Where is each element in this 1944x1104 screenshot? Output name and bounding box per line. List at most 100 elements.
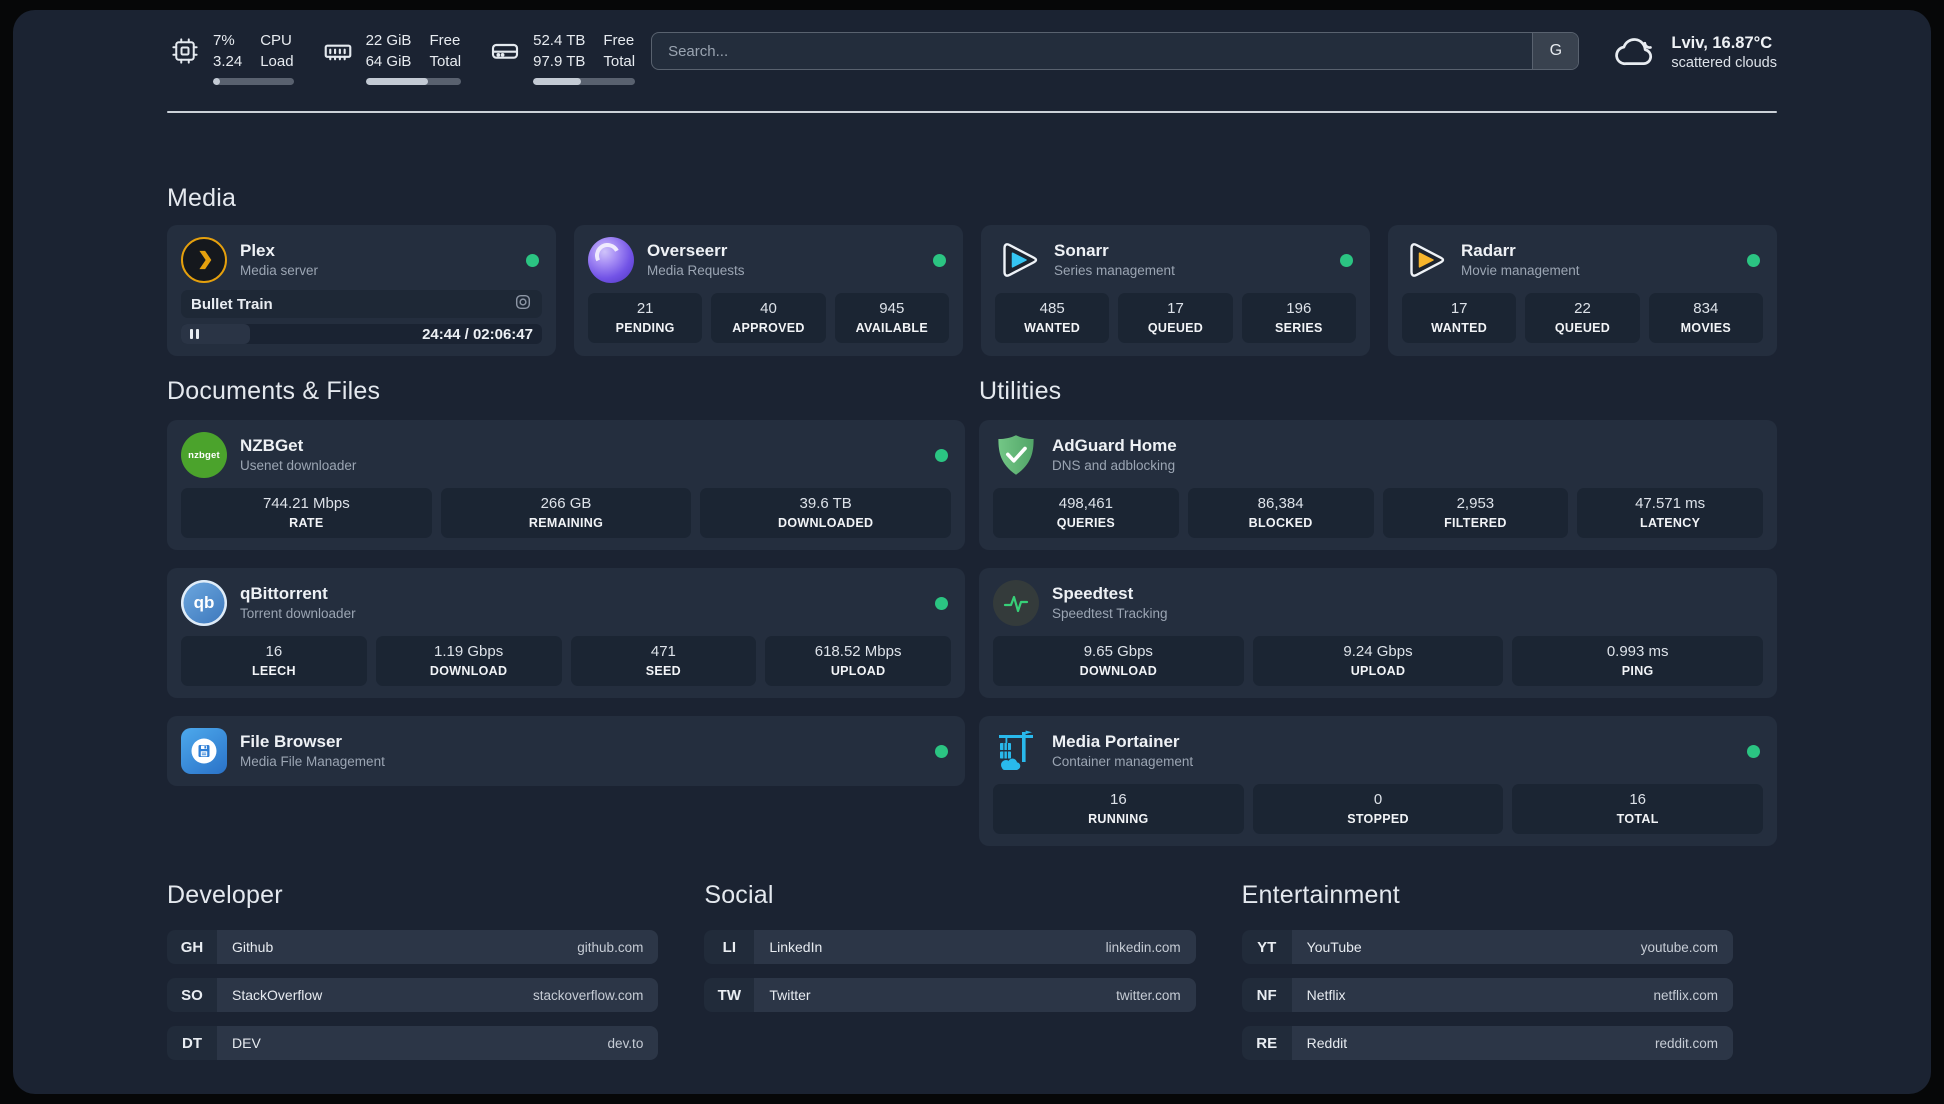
pause-icon[interactable]: [190, 329, 199, 339]
weather-widget: Lviv, 16.87°C scattered clouds: [1613, 30, 1777, 75]
app-card-speedtest[interactable]: Speedtest Speedtest Tracking 9.65 Gbps D…: [979, 568, 1777, 698]
app-name: Radarr: [1461, 241, 1516, 260]
bookmark-dev[interactable]: DT DEV dev.to: [167, 1026, 659, 1060]
search-bar: G: [651, 32, 1580, 70]
cpu-load-label: Load: [260, 53, 294, 70]
dashboard-frame: 7% 3.24 CPU Load: [13, 10, 1931, 1094]
status-dot: [1747, 744, 1760, 758]
app-name: NZBGet: [240, 436, 304, 455]
bookmark-domain: reddit.com: [1654, 1035, 1718, 1051]
sonarr-icon: [995, 237, 1041, 283]
app-subtitle: Usenet downloader: [240, 458, 357, 473]
app-subtitle: Speedtest Tracking: [1052, 606, 1168, 621]
disk-total-label: Total: [603, 53, 636, 70]
search-engine-button[interactable]: G: [1532, 33, 1579, 69]
stat-queued: 17 QUEUED: [1118, 293, 1233, 343]
bookmark-name: Github: [232, 939, 274, 955]
bookmark-name: StackOverflow: [232, 987, 323, 1003]
portainer-icon: [993, 728, 1039, 774]
app-name: qBittorrent: [240, 584, 328, 603]
app-card-plex[interactable]: Plex Media server Bullet Train: [167, 225, 556, 356]
app-card-nzbget[interactable]: nzbget NZBGet Usenet downloader 744.21 M…: [167, 420, 965, 550]
bookmark-youtube[interactable]: YT YouTube youtube.com: [1241, 930, 1733, 964]
bookmark-abbr: NF: [1241, 978, 1292, 1012]
bookmark-netflix[interactable]: NF Netflix netflix.com: [1241, 978, 1733, 1012]
app-name: Media Portainer: [1052, 732, 1180, 751]
stat-available: 945 AVAILABLE: [834, 293, 949, 343]
memory-total-label: Total: [429, 53, 462, 70]
utilities-section-title: Utilities: [979, 377, 1062, 405]
stat-pending: 21 PENDING: [588, 293, 703, 343]
app-name: AdGuard Home: [1052, 436, 1177, 455]
app-card-overseerr[interactable]: Overseerr Media Requests 21 PENDING 40 A…: [574, 225, 963, 356]
now-playing-title: Bullet Train: [191, 295, 273, 313]
ram-icon: [320, 35, 356, 67]
cpu-label: CPU: [260, 32, 292, 49]
stat-filtered: 2,953 FILTERED: [1382, 488, 1569, 538]
bookmark-domain: youtube.com: [1640, 939, 1718, 955]
bookmark-domain: twitter.com: [1116, 987, 1181, 1003]
app-card-radarr[interactable]: Radarr Movie management 17 WANTED 22 QUE…: [1388, 225, 1777, 356]
bookmark-reddit[interactable]: RE Reddit reddit.com: [1241, 1026, 1733, 1060]
now-playing-target-icon[interactable]: [514, 293, 532, 316]
app-name: File Browser: [240, 732, 343, 751]
disk-progress-bar: [533, 78, 636, 85]
stat-wanted: 485 WANTED: [995, 293, 1110, 343]
bookmark-name: DEV: [232, 1035, 261, 1051]
bookmark-twitter[interactable]: TW Twitter twitter.com: [704, 978, 1196, 1012]
app-name: Sonarr: [1054, 241, 1109, 260]
bookmark-abbr: GH: [167, 930, 217, 964]
bookmark-abbr: TW: [704, 978, 755, 1012]
status-dot: [526, 253, 539, 267]
bookmark-name: LinkedIn: [769, 939, 823, 955]
app-subtitle: Movie management: [1461, 263, 1580, 278]
status-dot: [933, 253, 946, 267]
weather-location: Lviv, 16.87°C: [1671, 34, 1773, 52]
app-subtitle: Series management: [1054, 263, 1175, 278]
disk-stat: 52.4 TB 97.9 TB Free Total: [487, 30, 636, 85]
stat-blocked: 86,384 BLOCKED: [1187, 488, 1374, 538]
stat-queries: 498,461 QUERIES: [993, 488, 1179, 538]
bookmark-linkedin[interactable]: LI LinkedIn linkedin.com: [704, 930, 1196, 964]
bookmark-domain: linkedin.com: [1105, 939, 1181, 955]
qbittorrent-icon: qb: [181, 580, 227, 626]
disk-icon: [487, 35, 523, 67]
now-playing-bar: Bullet Train: [181, 290, 542, 318]
app-card-filebrowser[interactable]: File Browser Media File Management: [167, 716, 965, 786]
search-input[interactable]: [652, 33, 1533, 69]
app-card-adguard[interactable]: AdGuard Home DNS and adblocking 498,461 …: [979, 420, 1777, 550]
memory-stat: 22 GiB 64 GiB Free Total: [320, 30, 462, 85]
media-section-title: Media: [167, 184, 237, 212]
section-developer: Developer GH Github github.com SO StackO…: [167, 880, 659, 1060]
bookmark-github[interactable]: GH Github github.com: [167, 930, 659, 964]
stat-downloaded: 39.6 TB DOWNLOADED: [700, 488, 952, 538]
bookmark-name: Netflix: [1306, 987, 1346, 1003]
system-stats: 7% 3.24 CPU Load: [167, 30, 636, 85]
app-card-portainer[interactable]: Media Portainer Container management 16 …: [979, 716, 1777, 846]
app-name: Plex: [240, 241, 275, 260]
bookmark-domain: github.com: [577, 939, 644, 955]
bookmark-abbr: LI: [704, 930, 755, 964]
disk-free-label: Free: [603, 32, 635, 49]
cpu-icon: [167, 36, 203, 66]
memory-progress-bar: [365, 78, 462, 85]
bookmark-abbr: RE: [1241, 1026, 1292, 1060]
bookmark-stackoverflow[interactable]: SO StackOverflow stackoverflow.com: [167, 978, 659, 1012]
section-documents: Documents & Files nzbget NZBGet Usenet d…: [167, 376, 965, 786]
bookmark-domain: netflix.com: [1653, 987, 1718, 1003]
app-card-qbittorrent[interactable]: qb qBittorrent Torrent downloader 16 LEE…: [167, 568, 965, 698]
status-dot: [1747, 253, 1760, 267]
section-entertainment: Entertainment YT YouTube youtube.com NF …: [1241, 880, 1733, 1060]
stat-movies: 834 MOVIES: [1648, 293, 1763, 343]
memory-total: 64 GiB: [365, 53, 412, 70]
app-card-sonarr[interactable]: Sonarr Series management 485 WANTED 17 Q…: [981, 225, 1370, 356]
playback-progress-bar: 24:44 / 02:06:47: [181, 324, 542, 344]
memory-free-label: Free: [429, 32, 461, 49]
stat-series: 196 SERIES: [1241, 293, 1356, 343]
cpu-usage: 7%: [213, 32, 235, 49]
stat-upload: 9.24 Gbps UPLOAD: [1252, 636, 1504, 686]
section-utilities: Utilities AdGuard Home: [979, 376, 1777, 846]
stat-wanted: 17 WANTED: [1402, 293, 1517, 343]
bookmark-abbr: DT: [167, 1026, 217, 1060]
stat-latency: 47.571 ms LATENCY: [1577, 488, 1763, 538]
